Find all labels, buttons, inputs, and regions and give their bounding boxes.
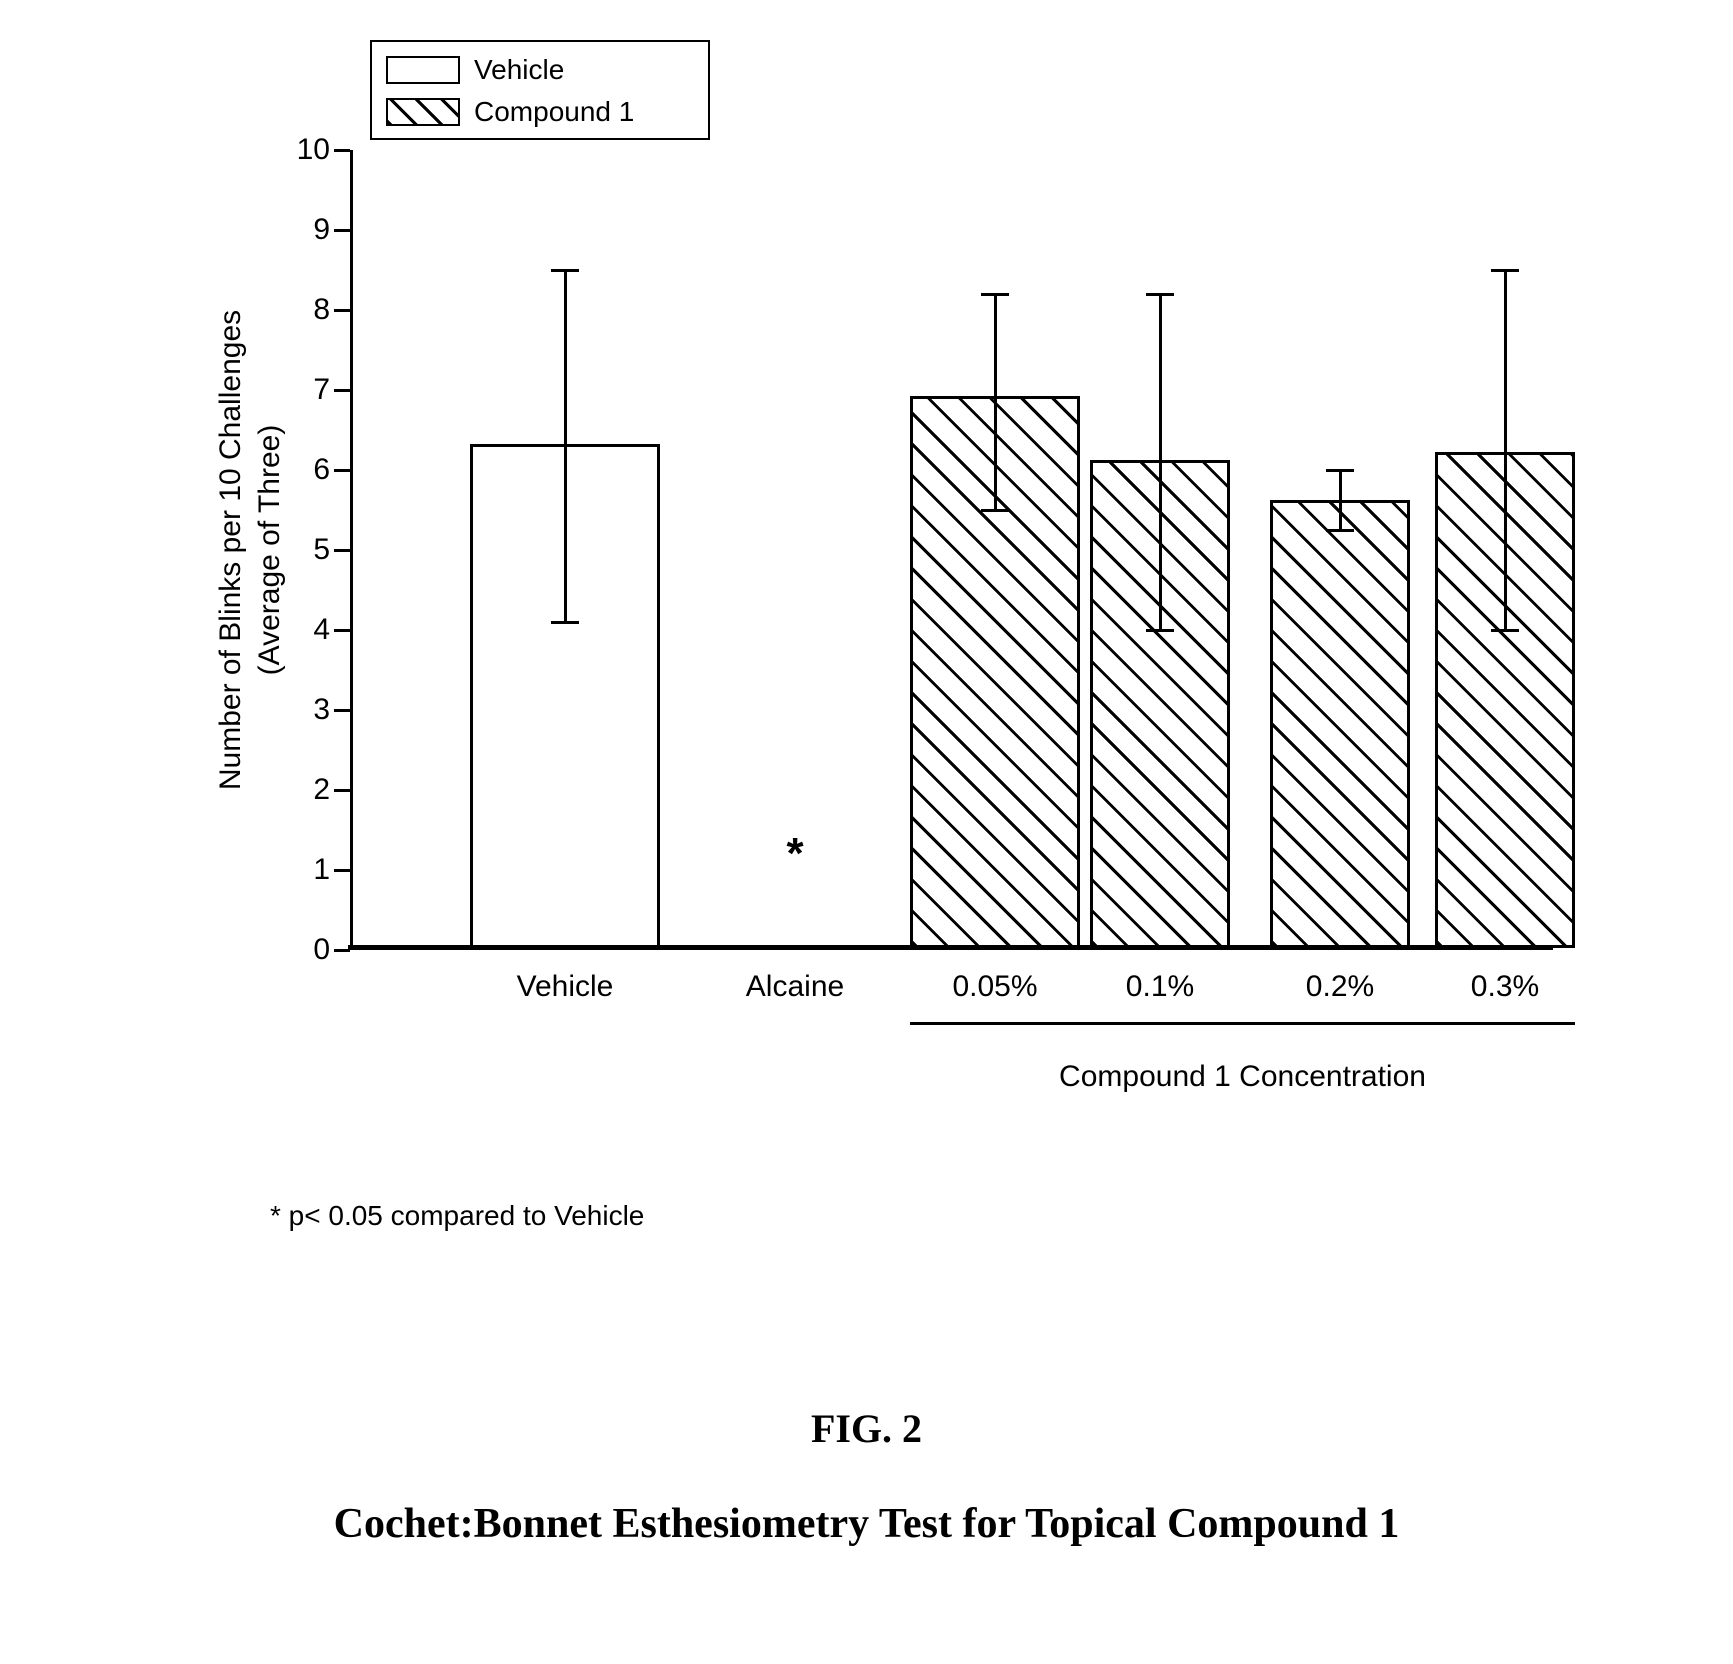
x-tick-label: Alcaine (746, 970, 844, 1004)
error-bar (1339, 470, 1342, 530)
bar (1270, 500, 1410, 948)
plot-area: 012345678910Vehicle*Alcaine0.05%0.1%0.2%… (350, 150, 1550, 950)
y-tick-label: 10 (290, 133, 330, 167)
error-cap-top (1491, 269, 1519, 272)
legend-swatch-plain (386, 56, 460, 84)
error-cap-bottom (1326, 529, 1354, 532)
x-tick-label: 0.1% (1126, 970, 1194, 1004)
legend-swatch-hatched (386, 98, 460, 126)
error-bar (1504, 270, 1507, 630)
y-tick-label: 4 (290, 613, 330, 647)
y-tick (334, 629, 350, 632)
error-cap-top (1146, 293, 1174, 296)
y-tick-label: 9 (290, 213, 330, 247)
y-axis-title-line1: Number of Blinks per 10 Challenges (211, 200, 250, 900)
y-tick-label: 6 (290, 453, 330, 487)
legend: Vehicle Compound 1 (370, 40, 710, 140)
y-tick (334, 229, 350, 232)
y-tick (334, 869, 350, 872)
error-cap-bottom (551, 621, 579, 624)
y-tick (334, 789, 350, 792)
chart-container: Vehicle Compound 1 Number of Blinks per … (190, 30, 1570, 1130)
y-axis-title: Number of Blinks per 10 Challenges (Aver… (211, 200, 289, 900)
y-tick (334, 389, 350, 392)
y-axis (350, 150, 353, 950)
x-tick-label: 0.05% (952, 970, 1037, 1004)
x-tick-label: 0.3% (1471, 970, 1539, 1004)
x-tick-label: 0.2% (1306, 970, 1374, 1004)
y-tick (334, 149, 350, 152)
error-cap-top (981, 293, 1009, 296)
error-cap-top (1326, 469, 1354, 472)
error-bar (994, 294, 997, 510)
y-tick-label: 7 (290, 373, 330, 407)
figure-caption: Cochet:Bonnet Esthesiometry Test for Top… (334, 1500, 1400, 1548)
group-label: Compound 1 Concentration (1059, 1060, 1426, 1094)
error-cap-bottom (1146, 629, 1174, 632)
group-rule (910, 1022, 1575, 1025)
y-axis-title-line2: (Average of Three) (250, 200, 289, 900)
error-cap-top (551, 269, 579, 272)
y-tick (334, 309, 350, 312)
legend-row-compound: Compound 1 (386, 96, 634, 128)
y-tick (334, 709, 350, 712)
error-cap-bottom (981, 509, 1009, 512)
y-tick-label: 3 (290, 693, 330, 727)
footnote: * p< 0.05 compared to Vehicle (270, 1200, 644, 1232)
significance-star: * (786, 829, 803, 879)
error-cap-bottom (1491, 629, 1519, 632)
x-tick-label: Vehicle (517, 970, 614, 1004)
error-bar (1159, 294, 1162, 630)
y-tick-label: 1 (290, 853, 330, 887)
y-tick-label: 0 (290, 933, 330, 967)
error-bar (564, 270, 567, 622)
legend-label-compound: Compound 1 (474, 96, 634, 128)
y-tick (334, 469, 350, 472)
y-tick (334, 549, 350, 552)
legend-label-vehicle: Vehicle (474, 54, 564, 86)
figure-label: FIG. 2 (811, 1405, 922, 1452)
y-tick-label: 5 (290, 533, 330, 567)
y-tick-label: 2 (290, 773, 330, 807)
y-tick-label: 8 (290, 293, 330, 327)
y-tick (334, 949, 350, 952)
legend-row-vehicle: Vehicle (386, 54, 564, 86)
